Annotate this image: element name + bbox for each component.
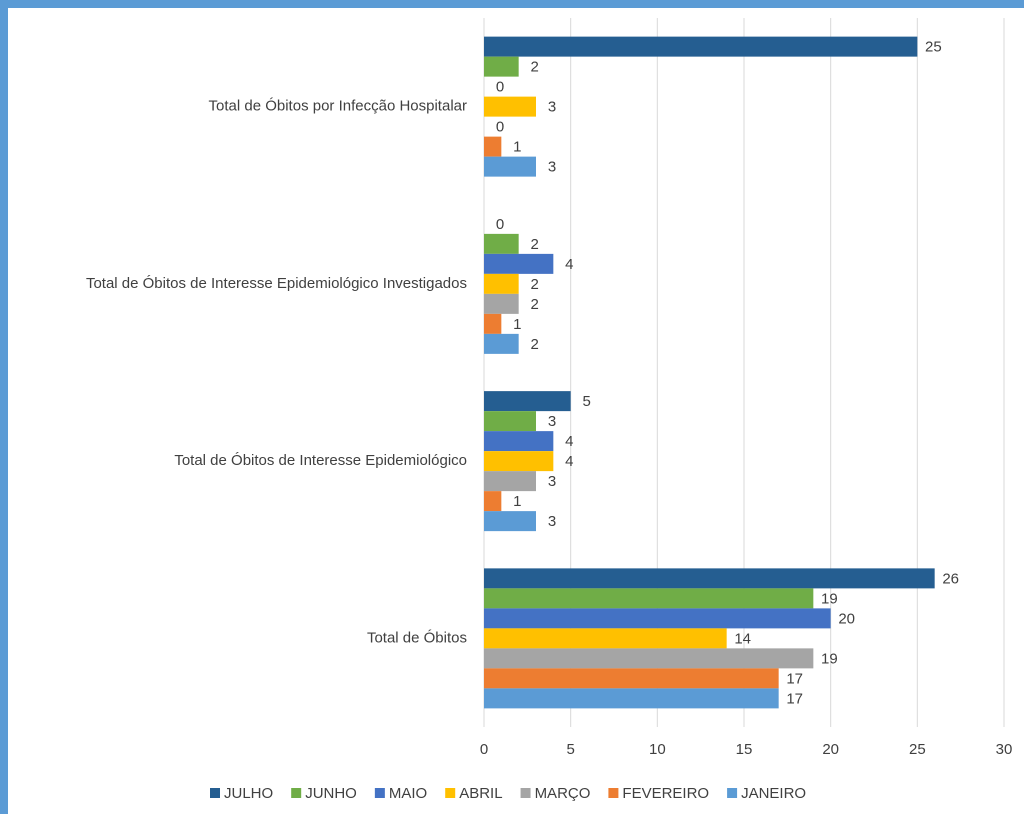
legend-label: FEVEREIRO bbox=[622, 785, 709, 802]
bar bbox=[484, 313, 502, 334]
value-label: 2 bbox=[530, 276, 538, 293]
legend-swatch bbox=[445, 788, 456, 798]
bar bbox=[484, 431, 554, 452]
category-label: Total de Óbitos de Interesse Epidemiológ… bbox=[174, 452, 467, 469]
bar bbox=[484, 273, 519, 294]
x-tick-label: 15 bbox=[736, 741, 753, 758]
value-label: 2 bbox=[530, 236, 538, 253]
legend-swatch bbox=[608, 788, 619, 798]
bar bbox=[484, 36, 918, 57]
legend-label: ABRIL bbox=[459, 785, 502, 802]
frame-left bbox=[0, 0, 8, 814]
legend-swatch bbox=[374, 788, 385, 798]
value-label: 4 bbox=[565, 433, 573, 450]
value-label: 0 bbox=[496, 79, 504, 96]
legend-label: JULHO bbox=[224, 785, 273, 802]
value-label: 25 bbox=[925, 39, 942, 56]
x-tick-label: 0 bbox=[480, 741, 488, 758]
bar bbox=[484, 136, 502, 157]
bar bbox=[484, 588, 814, 609]
x-tick-label: 5 bbox=[566, 741, 574, 758]
legend-swatch bbox=[291, 788, 302, 798]
value-label: 5 bbox=[582, 393, 590, 410]
value-label: 3 bbox=[548, 473, 556, 490]
bar bbox=[484, 253, 554, 274]
legend-swatch bbox=[520, 788, 531, 798]
value-label: 19 bbox=[821, 650, 838, 667]
category-label: Total de Óbitos de Interesse Epidemiológ… bbox=[86, 275, 467, 292]
x-tick-label: 20 bbox=[822, 741, 839, 758]
value-label: 14 bbox=[734, 630, 751, 647]
value-label: 17 bbox=[786, 690, 803, 707]
bar bbox=[484, 451, 554, 472]
value-label: 3 bbox=[548, 413, 556, 430]
bar bbox=[484, 648, 814, 669]
legend-label: JANEIRO bbox=[741, 785, 806, 802]
value-label: 19 bbox=[821, 590, 838, 607]
bar bbox=[484, 411, 536, 432]
bar bbox=[484, 56, 519, 77]
value-label: 2 bbox=[530, 59, 538, 76]
bar bbox=[484, 96, 536, 117]
value-label: 1 bbox=[513, 493, 521, 510]
bar bbox=[484, 568, 935, 589]
bar bbox=[484, 333, 519, 354]
value-label: 3 bbox=[548, 99, 556, 116]
value-label: 2 bbox=[530, 296, 538, 313]
bar bbox=[484, 608, 831, 629]
x-tick-label: 25 bbox=[909, 741, 926, 758]
bar bbox=[484, 491, 502, 512]
legend-label: JUNHO bbox=[305, 785, 357, 802]
bar bbox=[484, 391, 571, 412]
x-tick-label: 10 bbox=[649, 741, 666, 758]
value-label: 1 bbox=[513, 316, 521, 333]
value-label: 4 bbox=[565, 453, 573, 470]
x-tick-label: 30 bbox=[996, 741, 1013, 758]
bar bbox=[484, 628, 727, 649]
bar bbox=[484, 688, 779, 709]
legend-swatch bbox=[210, 788, 220, 798]
bar bbox=[484, 156, 536, 177]
bar bbox=[484, 511, 536, 532]
value-label: 3 bbox=[548, 159, 556, 176]
bar bbox=[484, 668, 779, 689]
value-label: 0 bbox=[496, 119, 504, 136]
legend-label: MARÇO bbox=[535, 785, 591, 802]
bar bbox=[484, 471, 536, 492]
legend-label: MAIO bbox=[389, 785, 427, 802]
frame-top bbox=[0, 0, 1024, 8]
category-label: Total de Óbitos bbox=[367, 629, 467, 646]
value-label: 26 bbox=[942, 570, 959, 587]
value-label: 0 bbox=[496, 216, 504, 233]
value-label: 4 bbox=[565, 256, 573, 273]
value-label: 20 bbox=[838, 610, 855, 627]
value-label: 17 bbox=[786, 670, 803, 687]
value-label: 3 bbox=[548, 513, 556, 530]
legend-swatch bbox=[727, 788, 738, 798]
bar bbox=[484, 293, 519, 314]
bar bbox=[484, 233, 519, 254]
category-label: Total de Óbitos por Infecção Hospitalar bbox=[209, 98, 467, 115]
value-label: 1 bbox=[513, 139, 521, 156]
value-label: 2 bbox=[530, 336, 538, 353]
